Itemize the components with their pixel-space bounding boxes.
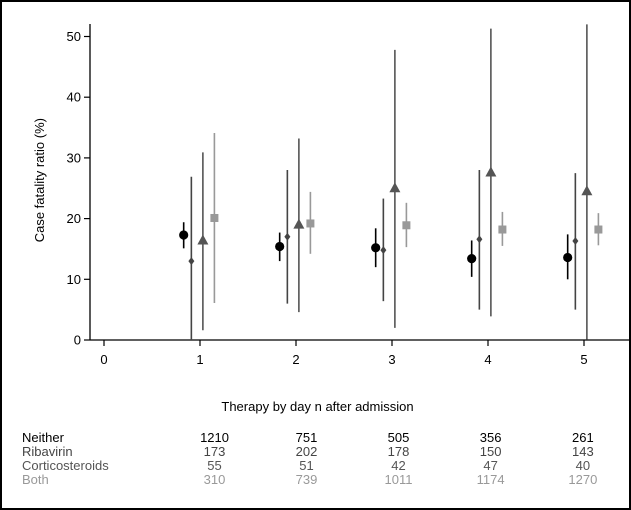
y-tick-label: 50 — [67, 29, 81, 44]
both-point — [210, 213, 219, 222]
x-tick-label: 5 — [580, 352, 587, 367]
y-tick-label: 40 — [67, 90, 81, 105]
y-axis-title: Case fatality ratio (%) — [32, 118, 47, 242]
x-tick-label: 4 — [484, 352, 491, 367]
chart-plot: 0 10 20 30 40 50 0 1 2 3 4 5 Case fatality ratio (%) — [32, 24, 629, 367]
counts-cell: 143 — [572, 444, 594, 459]
counts-cell: 51 — [299, 458, 314, 473]
x-axis-title: Therapy by day n after admission — [221, 399, 414, 414]
neither-point — [563, 252, 573, 263]
corticosteroids-point — [197, 234, 209, 245]
x-tick-label: 1 — [196, 352, 203, 367]
counts-cell: 150 — [479, 444, 502, 459]
neither-point — [179, 230, 189, 240]
x-tick-label: 0 — [100, 352, 107, 367]
counts-row-label: Corticosteroids — [22, 458, 109, 473]
counts-row-ribavirin: Ribavirin 173 202 178 150 143 — [22, 445, 629, 459]
ribavirin-point — [284, 232, 291, 241]
x-tick-label: 2 — [292, 352, 299, 367]
counts-cell: 202 — [295, 444, 318, 459]
counts-row-label: Neither — [22, 430, 64, 445]
x-tick-label: 3 — [388, 352, 395, 367]
ribavirin-point — [572, 237, 579, 246]
neither-point — [371, 243, 381, 253]
counts-cell: 739 — [295, 472, 318, 487]
counts-cell: 1011 — [384, 472, 413, 487]
y-tick-label: 30 — [67, 150, 81, 165]
counts-cell: 751 — [295, 430, 318, 445]
y-tick-label: 10 — [67, 272, 81, 287]
both-point — [306, 219, 315, 228]
counts-cell: 261 — [572, 430, 594, 445]
neither-point — [275, 241, 285, 252]
corticosteroids-point — [293, 218, 305, 229]
counts-cell: 505 — [387, 430, 410, 445]
counts-cell: 42 — [391, 458, 406, 473]
counts-row-neither: Neither 1210 751 505 356 261 — [22, 431, 629, 445]
counts-cell: 356 — [479, 430, 502, 445]
corticosteroids-point — [581, 185, 593, 196]
counts-cell: 173 — [203, 444, 226, 459]
y-tick-label: 0 — [74, 333, 81, 348]
both-point — [594, 225, 603, 234]
counts-cell: 310 — [203, 472, 226, 487]
ribavirin-point — [188, 257, 195, 266]
counts-cell: 55 — [207, 458, 222, 473]
corticosteroids-point — [485, 166, 497, 177]
ribavirin-point — [476, 235, 483, 244]
neither-point — [467, 254, 477, 264]
ribavirin-point — [380, 246, 387, 255]
counts-row-corticosteroids: Corticosteroids 55 51 42 47 40 — [22, 459, 629, 473]
counts-cell: 1270 — [568, 472, 598, 487]
counts-row-label: Ribavirin — [22, 444, 73, 459]
both-point — [402, 221, 411, 230]
counts-row-both: Both 310 739 1011 1174 1270 — [22, 473, 629, 487]
counts-cell: 47 — [483, 458, 498, 473]
both-point — [498, 225, 507, 234]
counts-table: Neither 1210 751 505 356 261 Ribavirin 173 202 17… — [22, 431, 629, 487]
counts-row-label: Both — [22, 472, 49, 487]
counts-cell: 40 — [575, 458, 591, 473]
counts-cell: 178 — [387, 444, 410, 459]
counts-cell: 1210 — [200, 430, 229, 445]
y-tick-label: 20 — [67, 211, 81, 226]
counts-cell: 1174 — [476, 472, 505, 487]
corticosteroids-point — [389, 182, 401, 193]
